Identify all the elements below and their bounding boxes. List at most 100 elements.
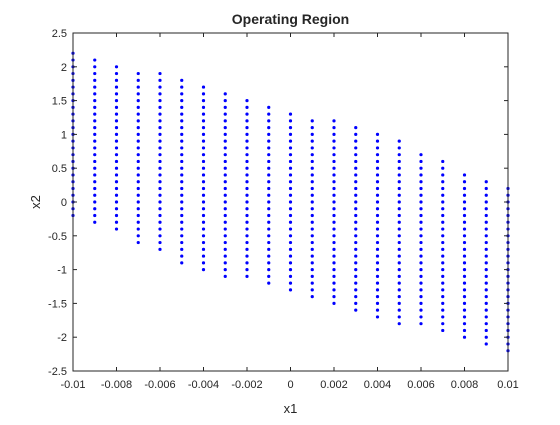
scatter-point	[441, 295, 444, 298]
scatter-point	[180, 113, 183, 116]
scatter-point	[224, 187, 227, 190]
scatter-point	[441, 288, 444, 291]
x-tick-label: -0.006	[144, 379, 175, 391]
scatter-point	[202, 153, 205, 156]
scatter-point	[376, 146, 379, 149]
scatter-point	[398, 302, 401, 305]
scatter-point	[311, 221, 314, 224]
scatter-point	[419, 309, 422, 312]
scatter-point	[245, 207, 248, 210]
scatter-point	[332, 248, 335, 251]
scatter-point	[289, 214, 292, 217]
scatter-point	[180, 254, 183, 257]
scatter-point	[419, 288, 422, 291]
scatter-point	[332, 295, 335, 298]
scatter-point	[376, 241, 379, 244]
scatter-point	[202, 187, 205, 190]
scatter-point	[245, 140, 248, 143]
scatter-point	[441, 309, 444, 312]
scatter-point	[441, 234, 444, 237]
scatter-point	[267, 254, 270, 257]
scatter-point	[485, 248, 488, 251]
scatter-point	[332, 288, 335, 291]
scatter-point	[354, 261, 357, 264]
scatter-point	[332, 140, 335, 143]
scatter-point	[398, 309, 401, 312]
scatter-point	[376, 234, 379, 237]
scatter-point	[311, 254, 314, 257]
scatter-point	[376, 187, 379, 190]
scatter-point	[398, 214, 401, 217]
scatter-point	[158, 106, 161, 109]
scatter-point	[158, 99, 161, 102]
scatter-point	[137, 167, 140, 170]
scatter-point	[419, 234, 422, 237]
scatter-point	[485, 315, 488, 318]
scatter-point	[311, 180, 314, 183]
scatter-point	[398, 295, 401, 298]
y-tick-label: 1.5	[52, 96, 67, 108]
scatter-point	[224, 207, 227, 210]
scatter-point	[398, 322, 401, 325]
scatter-point	[311, 234, 314, 237]
scatter-point	[441, 160, 444, 163]
scatter-point	[419, 254, 422, 257]
scatter-point	[398, 194, 401, 197]
scatter-point	[311, 126, 314, 129]
scatter-point	[93, 92, 96, 95]
scatter-point	[441, 241, 444, 244]
scatter-point	[398, 221, 401, 224]
scatter-point	[202, 92, 205, 95]
scatter-point	[158, 187, 161, 190]
y-tick-label: 2	[61, 62, 67, 74]
scatter-point	[224, 254, 227, 257]
scatter-point	[202, 140, 205, 143]
x-axis-label: x1	[284, 401, 298, 416]
scatter-point	[267, 180, 270, 183]
scatter-point	[115, 214, 118, 217]
scatter-point	[224, 160, 227, 163]
scatter-point	[485, 275, 488, 278]
scatter-point	[115, 113, 118, 116]
scatter-point	[180, 194, 183, 197]
scatter-point	[267, 146, 270, 149]
scatter-point	[463, 275, 466, 278]
scatter-point	[311, 146, 314, 149]
scatter-point	[202, 113, 205, 116]
scatter-point	[441, 200, 444, 203]
scatter-point	[93, 221, 96, 224]
scatter-point	[93, 214, 96, 217]
scatter-point	[245, 167, 248, 170]
scatter-point	[267, 153, 270, 156]
scatter-point	[202, 85, 205, 88]
scatter-point	[332, 227, 335, 230]
scatter-point	[289, 180, 292, 183]
scatter-point	[202, 146, 205, 149]
scatter-point	[180, 99, 183, 102]
scatter-point	[202, 106, 205, 109]
scatter-point	[180, 119, 183, 122]
x-tick-label: -0.01	[60, 379, 85, 391]
scatter-point	[485, 234, 488, 237]
scatter-point	[463, 315, 466, 318]
scatter-point	[376, 140, 379, 143]
scatter-point	[463, 322, 466, 325]
scatter-point	[398, 282, 401, 285]
scatter-point	[224, 200, 227, 203]
scatter-point	[376, 268, 379, 271]
scatter-point	[180, 261, 183, 264]
scatter-point	[93, 85, 96, 88]
x-tick-label: 0.01	[497, 379, 518, 391]
scatter-point	[267, 221, 270, 224]
scatter-point	[485, 268, 488, 271]
scatter-point	[180, 241, 183, 244]
scatter-point	[115, 167, 118, 170]
scatter-point	[289, 140, 292, 143]
scatter-point	[93, 65, 96, 68]
scatter-point	[332, 207, 335, 210]
scatter-point	[463, 194, 466, 197]
scatter-point	[332, 167, 335, 170]
scatter-point	[115, 99, 118, 102]
scatter-point	[289, 113, 292, 116]
